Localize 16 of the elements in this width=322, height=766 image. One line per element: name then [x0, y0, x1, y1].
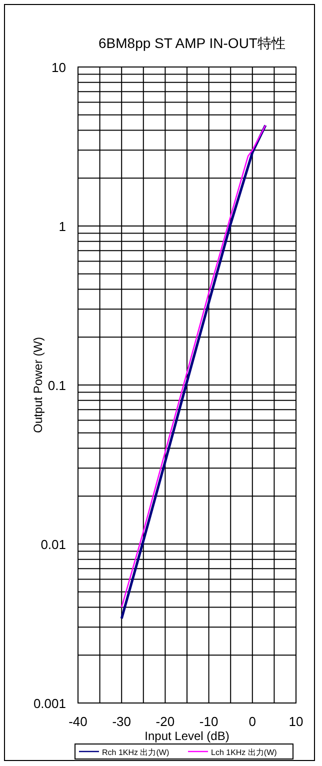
y-tick-label: 0.01	[40, 537, 66, 552]
chart-title: 6BM8pp ST AMP IN-OUT特性	[98, 35, 286, 51]
x-tick-label: 0	[248, 714, 256, 729]
x-tick-label: -30	[112, 714, 131, 729]
x-axis-title: Input Level (dB)	[144, 729, 230, 743]
x-tick-label: -20	[156, 714, 175, 729]
x-tick-label: -10	[199, 714, 218, 729]
y-tick-label: 10	[52, 60, 66, 75]
legend-label: Rch 1KHz 出力(W)	[102, 748, 170, 757]
x-tick-label: -40	[68, 714, 88, 729]
y-tick-label: 0.001	[33, 696, 66, 711]
legend-label: Lch 1KHz 出力(W)	[211, 748, 278, 757]
y-tick-label: 1	[58, 219, 66, 234]
x-tick-label: 10	[288, 714, 304, 729]
y-tick-label: 0.1	[48, 378, 66, 393]
y-axis-title: Output Power (W)	[31, 336, 45, 434]
